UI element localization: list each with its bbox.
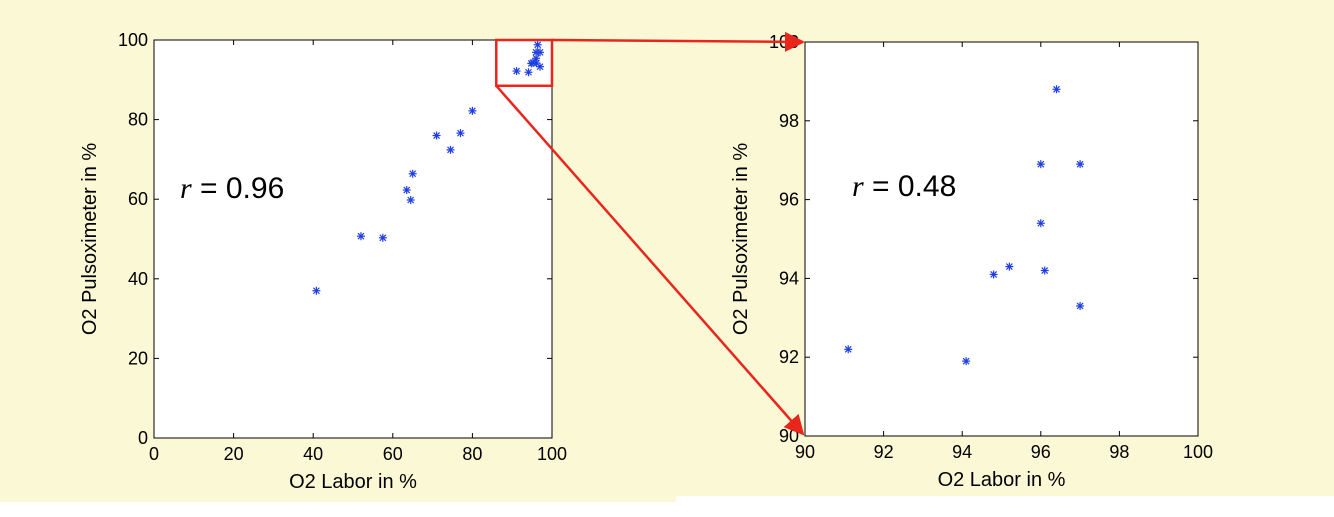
left-data-point — [533, 40, 542, 49]
left-x-tick-label: 0 — [149, 444, 159, 464]
zoom-arrow-top — [551, 31, 805, 52]
left-y-tick-label: 60 — [128, 189, 148, 209]
left-x-tick-label: 100 — [537, 444, 567, 464]
left-data-point — [356, 232, 365, 241]
zoom-box — [495, 38, 554, 88]
left-data-point — [512, 67, 521, 76]
right-x-tick-label: 94 — [952, 442, 972, 462]
left-correlation-annotation: r = 0.96 — [180, 172, 284, 205]
right-y-tick-label: 92 — [779, 347, 799, 367]
right-data-point — [844, 345, 853, 354]
right-data-point — [989, 270, 998, 279]
left-data-point — [402, 186, 411, 195]
left-y-axis-label: O2 Pulsoximeter in % — [79, 143, 101, 336]
left-x-axis-label: O2 Labor in % — [289, 471, 417, 493]
right-x-tick-label: 90 — [795, 442, 815, 462]
left-y-tick-label: 20 — [128, 348, 148, 368]
right-data-point — [1076, 160, 1085, 169]
right-x-tick-label: 98 — [1109, 442, 1129, 462]
left-plot-area — [153, 39, 553, 439]
left-data-point — [536, 62, 545, 71]
left-x-tick-label: 40 — [303, 444, 323, 464]
right-y-tick-label: 96 — [779, 190, 799, 210]
left-scatter-chart: 0 20 40 60 80 100 0 20 40 60 80 100 O2 Labor in % O2 … — [79, 30, 567, 493]
right-x-tick-label: 100 — [1183, 442, 1213, 462]
zoom-arrow-bottom — [495, 84, 805, 436]
left-data-point — [378, 233, 387, 242]
left-data-point — [524, 68, 533, 77]
right-y-tick-label: 98 — [779, 111, 799, 131]
zoom-callout — [495, 31, 805, 436]
left-y-tick-label: 40 — [128, 269, 148, 289]
right-data-point — [1040, 266, 1049, 275]
left-x-tick-label: 20 — [224, 444, 244, 464]
right-y-tick-label: 94 — [779, 268, 799, 288]
right-data-point — [1036, 219, 1045, 228]
right-data-point — [1052, 85, 1061, 94]
left-x-tick-label: 80 — [462, 444, 482, 464]
right-y-tick-label: 90 — [779, 426, 799, 446]
right-x-tick-label: 96 — [1031, 442, 1051, 462]
right-data-point — [962, 357, 971, 366]
right-plot-area — [804, 41, 1199, 437]
right-x-axis-label: O2 Labor in % — [938, 469, 1066, 491]
left-x-tick-label: 60 — [383, 444, 403, 464]
left-y-tick-label: 80 — [128, 110, 148, 130]
left-data-point — [312, 286, 321, 295]
left-data-point — [406, 195, 415, 204]
right-y-axis-label: O2 Pulsoximeter in % — [730, 143, 752, 336]
left-data-point — [408, 169, 417, 178]
left-data-point — [432, 131, 441, 140]
left-data-point — [446, 145, 455, 154]
right-data-point — [1036, 160, 1045, 169]
left-data-point — [456, 129, 465, 138]
left-y-tick-label: 100 — [118, 30, 148, 50]
right-x-tick-label: 92 — [874, 442, 894, 462]
right-data-point — [1005, 262, 1014, 271]
right-correlation-annotation: r = 0.48 — [852, 170, 956, 203]
left-y-tick-label: 0 — [138, 428, 148, 448]
right-data-point — [1076, 301, 1085, 310]
left-data-point — [536, 48, 545, 57]
left-data-point — [468, 106, 477, 115]
